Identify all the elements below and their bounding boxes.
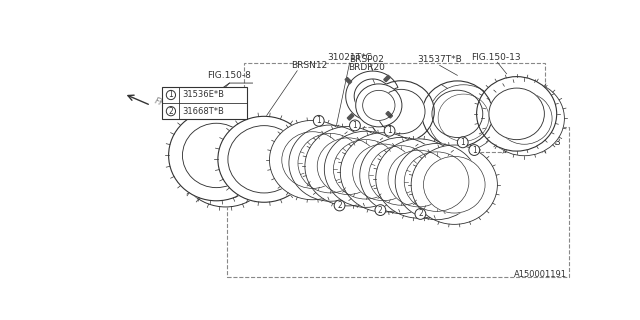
Ellipse shape	[438, 94, 489, 141]
Bar	[386, 111, 392, 118]
Ellipse shape	[411, 145, 497, 224]
Text: 2: 2	[168, 107, 173, 116]
Text: 31536E*B: 31536E*B	[182, 91, 225, 100]
Ellipse shape	[218, 116, 310, 202]
Ellipse shape	[432, 90, 483, 138]
Text: 2: 2	[418, 210, 423, 219]
Ellipse shape	[289, 125, 372, 201]
Text: 31668T*B: 31668T*B	[182, 107, 225, 116]
Text: FIG.150-8: FIG.150-8	[207, 71, 252, 80]
Ellipse shape	[489, 88, 545, 140]
Text: 1: 1	[460, 138, 465, 147]
Text: 31021T*C: 31021T*C	[327, 53, 372, 62]
Bar	[244, 63, 545, 152]
Text: 1: 1	[168, 91, 173, 100]
Text: 2: 2	[337, 201, 342, 210]
Bar	[348, 114, 354, 120]
Circle shape	[349, 120, 360, 131]
Ellipse shape	[317, 138, 379, 195]
Ellipse shape	[356, 84, 402, 127]
Ellipse shape	[269, 120, 356, 200]
Ellipse shape	[368, 81, 435, 142]
Polygon shape	[346, 71, 398, 121]
Ellipse shape	[422, 81, 493, 147]
Ellipse shape	[378, 89, 425, 134]
Ellipse shape	[395, 144, 478, 220]
Text: 1: 1	[353, 121, 357, 130]
Text: A150001191: A150001191	[514, 270, 566, 279]
Circle shape	[469, 145, 480, 156]
Circle shape	[166, 90, 175, 100]
Ellipse shape	[363, 90, 395, 120]
Ellipse shape	[424, 156, 485, 213]
Text: BRDR20: BRDR20	[348, 63, 385, 72]
Ellipse shape	[298, 133, 363, 193]
Text: BRSP02: BRSP02	[349, 55, 384, 64]
Ellipse shape	[324, 131, 407, 207]
Ellipse shape	[369, 146, 433, 205]
Text: 1: 1	[472, 146, 477, 155]
Circle shape	[415, 209, 426, 219]
Text: 31021T*B: 31021T*B	[516, 138, 561, 147]
Text: FRONT: FRONT	[153, 97, 185, 116]
Ellipse shape	[376, 139, 462, 218]
Text: FIG.150-13: FIG.150-13	[471, 53, 521, 62]
Ellipse shape	[477, 76, 557, 151]
Circle shape	[458, 137, 468, 148]
Circle shape	[334, 200, 345, 211]
Ellipse shape	[182, 123, 250, 188]
Ellipse shape	[497, 93, 552, 144]
Bar	[345, 77, 351, 84]
Ellipse shape	[404, 152, 469, 212]
Ellipse shape	[282, 132, 344, 188]
Bar	[227, 127, 570, 277]
Text: 2: 2	[378, 206, 383, 215]
Text: 1: 1	[316, 116, 321, 125]
Circle shape	[166, 107, 175, 116]
Ellipse shape	[305, 126, 391, 206]
Ellipse shape	[353, 144, 414, 201]
Circle shape	[384, 125, 395, 136]
Ellipse shape	[192, 129, 259, 194]
Text: 30620T*B: 30620T*B	[435, 178, 479, 187]
Ellipse shape	[228, 126, 300, 193]
Ellipse shape	[333, 140, 398, 199]
Text: 31537T*B: 31537T*B	[417, 55, 462, 64]
Text: 1: 1	[387, 126, 392, 135]
Bar	[384, 75, 390, 82]
Circle shape	[375, 205, 386, 215]
Text: BRSN12: BRSN12	[291, 61, 327, 70]
Ellipse shape	[484, 81, 564, 156]
Ellipse shape	[428, 85, 499, 151]
Bar	[163, 87, 247, 119]
Text: BRDR22: BRDR22	[371, 140, 408, 149]
Ellipse shape	[168, 110, 264, 201]
Ellipse shape	[360, 137, 442, 213]
Ellipse shape	[178, 116, 273, 207]
Ellipse shape	[388, 150, 450, 207]
Ellipse shape	[340, 133, 427, 212]
Circle shape	[314, 116, 324, 126]
